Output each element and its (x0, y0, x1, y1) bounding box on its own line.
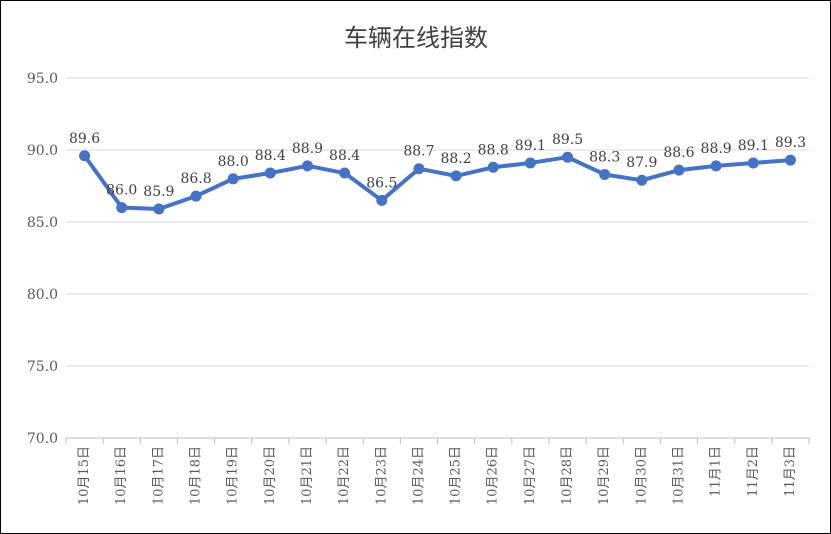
data-label: 88.6 (663, 145, 694, 161)
data-point (79, 150, 91, 162)
data-label: 89.1 (515, 138, 546, 154)
x-tick-label: 11月2日 (746, 446, 761, 497)
data-point (153, 203, 165, 215)
data-point (562, 151, 574, 163)
data-label: 88.9 (292, 141, 323, 157)
data-label: 86.0 (106, 183, 137, 199)
data-point (636, 174, 648, 186)
x-tick-label: 10月25日 (449, 446, 464, 505)
x-tick-label: 10月30日 (634, 446, 649, 505)
y-tick-label: 85.0 (27, 215, 58, 231)
data-label: 89.1 (738, 138, 769, 154)
x-axis-ticks: 10月15日 10月16日 10月17日 10月18日 10月19日 10月20日 10月2… (77, 446, 798, 505)
data-label: 88.2 (440, 151, 471, 167)
data-point (301, 160, 313, 172)
x-tick-label: 10月16日 (114, 446, 129, 505)
x-tick-label: 10月29日 (597, 446, 612, 505)
y-tick-label: 90.0 (27, 143, 58, 159)
x-tick-label: 10月20日 (263, 446, 278, 505)
y-tick-label: 80.0 (27, 287, 58, 303)
x-tick-label: 10月28日 (560, 446, 575, 505)
x-tick-label: 10月22日 (337, 446, 352, 505)
x-tick-label: 10月24日 (411, 446, 426, 505)
data-label: 88.0 (218, 154, 249, 170)
data-point (784, 154, 796, 166)
data-point (339, 167, 351, 179)
data-label: 88.4 (255, 148, 286, 164)
data-label: 88.8 (478, 142, 509, 158)
data-point (673, 164, 685, 176)
data-point (376, 194, 388, 206)
data-label: 89.3 (775, 135, 806, 151)
series-line-layer (79, 150, 796, 215)
data-point (116, 202, 128, 214)
data-label: 85.9 (143, 184, 174, 200)
x-tick-label: 11月3日 (783, 446, 798, 497)
x-tick-label: 10月27日 (523, 446, 538, 505)
data-point (264, 167, 276, 179)
gridlines (65, 77, 810, 444)
chart-title: 车辆在线指数 (344, 24, 488, 52)
x-tick-label: 10月23日 (374, 446, 389, 505)
y-tick-label: 75.0 (27, 359, 58, 375)
x-tick-label: 10月18日 (189, 446, 204, 505)
x-tick-label: 10月19日 (226, 446, 241, 505)
data-label: 88.3 (589, 149, 620, 165)
x-tick-label: 10月21日 (300, 446, 315, 505)
data-label: 89.6 (69, 131, 100, 147)
y-axis-ticks: 70.0 75.0 80.0 85.0 90.0 95.0 (27, 71, 58, 447)
data-point (413, 163, 425, 175)
data-label: 86.8 (180, 171, 211, 187)
data-label: 88.9 (701, 141, 732, 157)
data-point (227, 173, 239, 185)
data-label: 88.4 (329, 148, 360, 164)
data-point (710, 160, 722, 172)
data-label: 87.9 (626, 155, 657, 171)
data-label: 89.5 (552, 132, 583, 148)
x-tick-label: 10月15日 (77, 446, 92, 505)
data-labels: 89.6 86.0 85.9 86.8 88.0 88.4 88.9 88.4 86.5 88.7… (69, 131, 806, 200)
data-label: 86.5 (366, 175, 397, 191)
data-point (747, 157, 759, 169)
x-tick-label: 11月1日 (709, 446, 724, 497)
data-point (190, 190, 202, 202)
x-tick-label: 10月17日 (151, 446, 166, 505)
y-tick-label: 70.0 (27, 431, 58, 447)
x-tick-label: 10月26日 (486, 446, 501, 505)
x-tick-label: 10月31日 (671, 446, 686, 505)
data-label: 88.7 (403, 144, 434, 160)
data-point (524, 157, 536, 169)
series-line (82, 153, 793, 212)
data-point (450, 170, 462, 182)
y-tick-label: 95.0 (27, 71, 58, 87)
data-point (487, 161, 499, 173)
data-point (599, 168, 611, 180)
